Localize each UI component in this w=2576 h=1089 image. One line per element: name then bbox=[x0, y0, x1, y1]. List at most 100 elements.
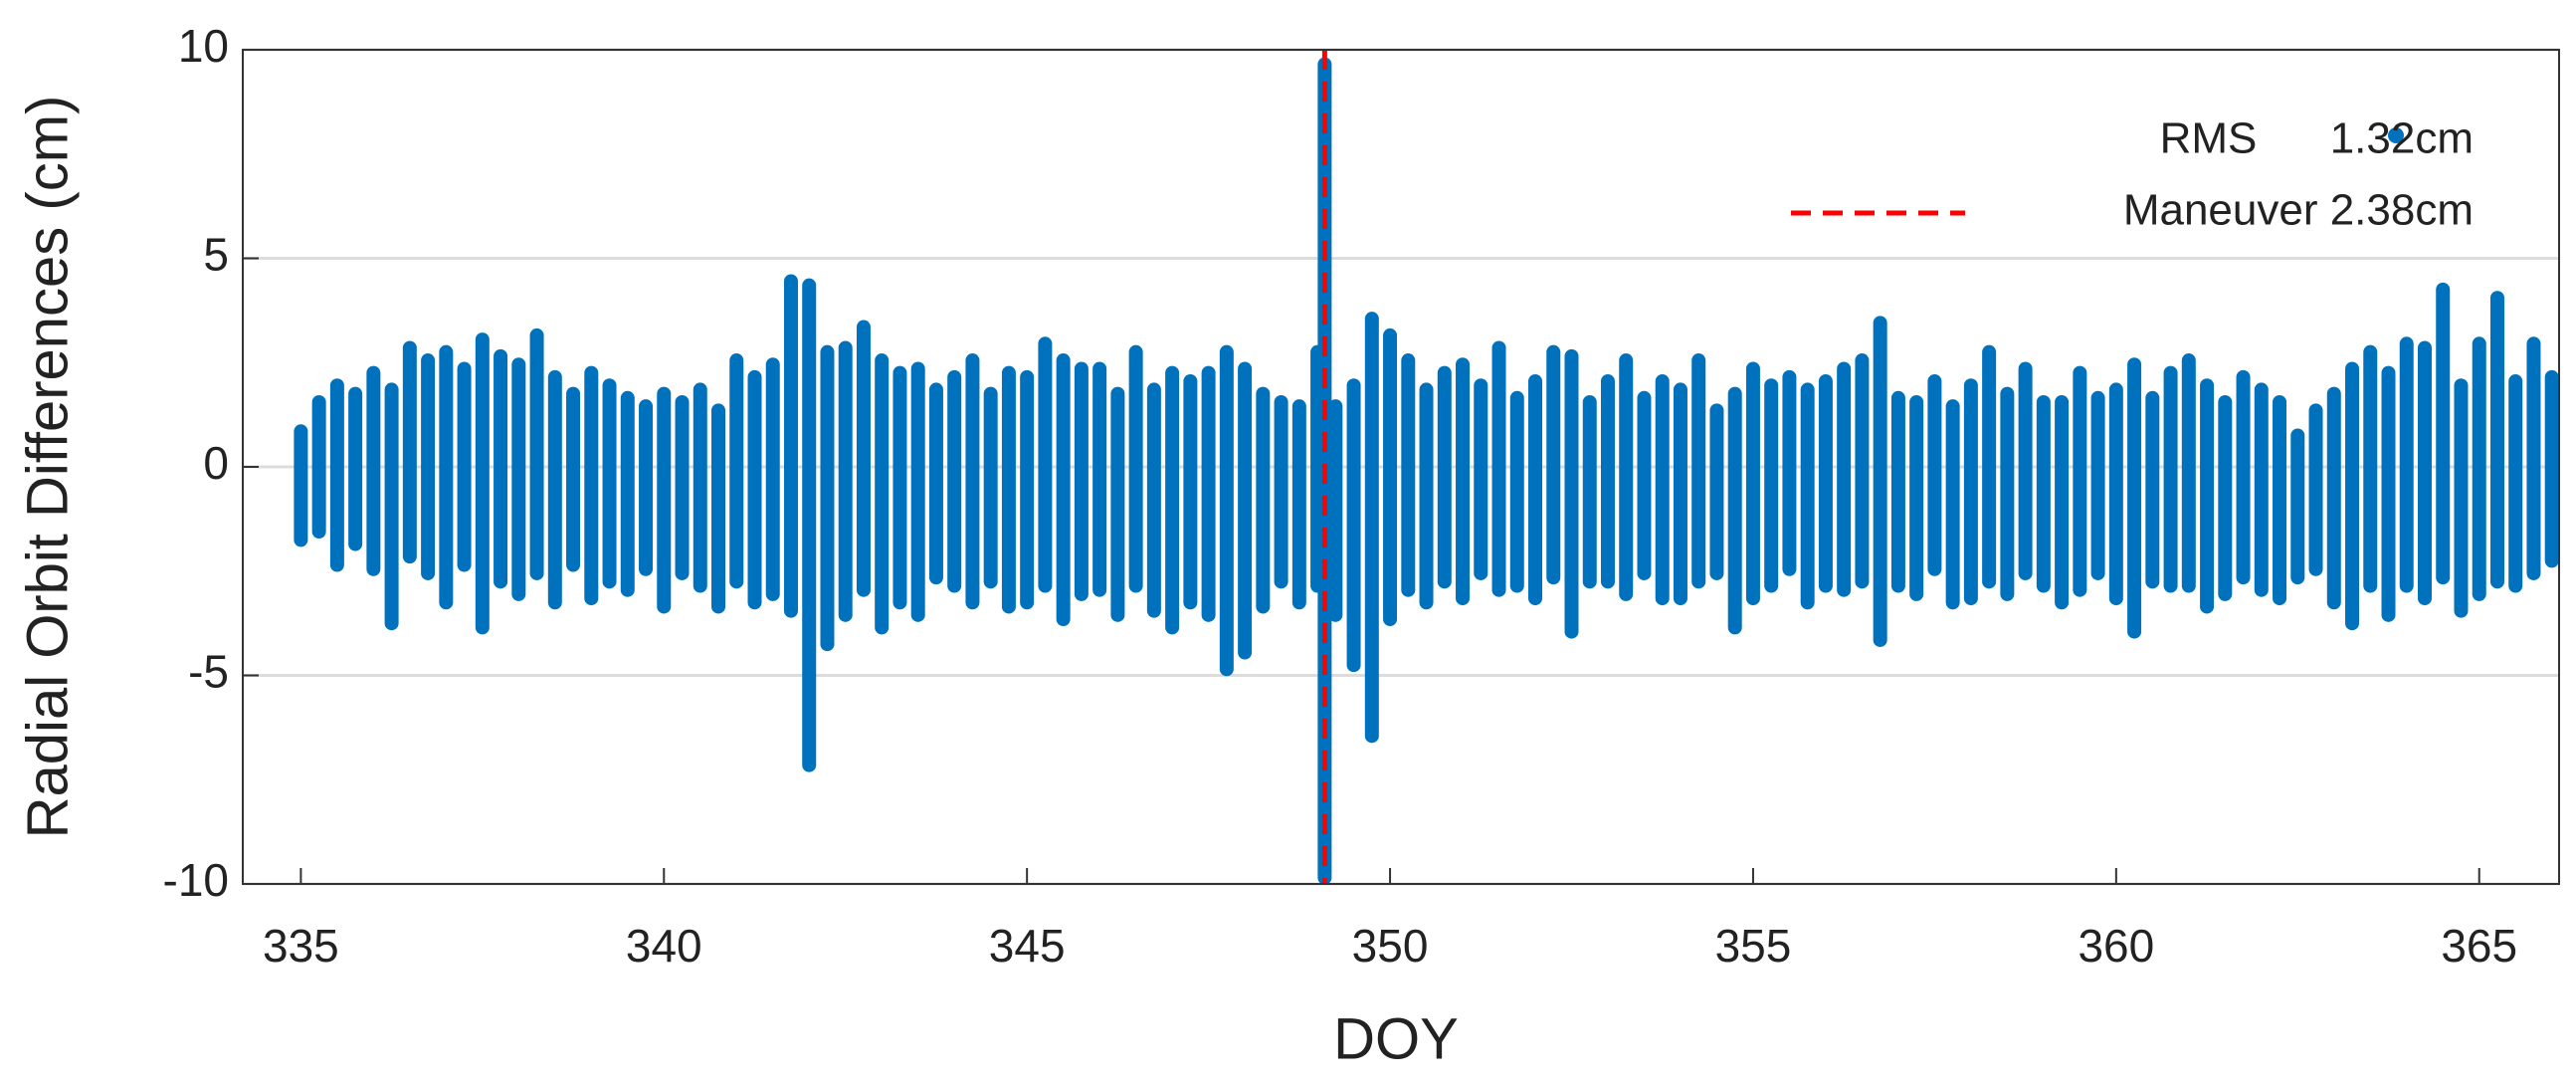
data-range bbox=[2036, 394, 2051, 593]
data-range bbox=[2108, 382, 2123, 606]
data-range bbox=[783, 274, 798, 618]
data-range bbox=[892, 365, 907, 610]
data-range bbox=[2544, 369, 2559, 568]
data-range bbox=[311, 394, 326, 540]
data-range bbox=[928, 382, 943, 585]
data-range bbox=[2436, 282, 2451, 585]
data-range bbox=[1546, 344, 1561, 585]
data-range bbox=[2508, 374, 2523, 593]
data-range bbox=[547, 369, 562, 610]
data-range bbox=[1146, 382, 1161, 618]
data-range bbox=[366, 365, 381, 576]
legend-label: RMS 1.32cm bbox=[2160, 114, 2474, 163]
data-range bbox=[1673, 382, 1687, 606]
data-range bbox=[348, 386, 363, 551]
data-range bbox=[2254, 382, 2269, 597]
data-range bbox=[2345, 361, 2360, 631]
data-range bbox=[511, 357, 526, 601]
data-range bbox=[1401, 353, 1416, 597]
data-range bbox=[675, 394, 690, 580]
data-range bbox=[639, 399, 654, 576]
data-range bbox=[2000, 386, 2015, 601]
y-tick-label: 10 bbox=[178, 20, 229, 72]
data-range bbox=[2218, 394, 2233, 601]
data-range bbox=[2163, 365, 2178, 593]
data-range bbox=[983, 386, 998, 589]
data-range bbox=[1474, 378, 1488, 580]
data-range bbox=[1238, 361, 1253, 660]
x-tick-label: 345 bbox=[989, 920, 1066, 972]
data-range bbox=[1564, 348, 1579, 639]
y-tick-label: -5 bbox=[188, 646, 229, 698]
data-range bbox=[1165, 365, 1180, 635]
data-range bbox=[1637, 390, 1652, 580]
data-range bbox=[947, 369, 962, 593]
data-range bbox=[802, 278, 817, 772]
x-axis-label: DOY bbox=[1333, 1006, 1459, 1071]
data-range bbox=[1328, 399, 1343, 622]
data-range bbox=[1582, 394, 1597, 589]
data-range bbox=[2526, 336, 2541, 580]
data-range bbox=[2273, 394, 2287, 606]
y-axis-label: Radial Orbit Differences (cm) bbox=[15, 96, 80, 839]
data-range bbox=[2073, 365, 2087, 597]
data-range bbox=[747, 369, 762, 610]
data-range bbox=[1600, 374, 1615, 589]
data-range bbox=[1110, 386, 1125, 622]
y-tick-label: 0 bbox=[203, 437, 229, 489]
data-range bbox=[657, 386, 672, 614]
data-range bbox=[494, 348, 508, 589]
data-range bbox=[1963, 378, 1978, 606]
data-range bbox=[1619, 353, 1634, 601]
data-range bbox=[1709, 403, 1724, 580]
data-range bbox=[1056, 353, 1071, 627]
data-range bbox=[820, 344, 835, 652]
data-range bbox=[910, 361, 925, 622]
data-range bbox=[1128, 344, 1143, 593]
data-range bbox=[2417, 340, 2432, 606]
data-range bbox=[1837, 361, 1852, 597]
data-range bbox=[765, 357, 780, 601]
x-tick-label: 360 bbox=[2078, 920, 2154, 972]
data-range bbox=[402, 340, 417, 564]
data-range bbox=[1927, 374, 1942, 576]
y-tick-label: 5 bbox=[203, 229, 229, 281]
data-range bbox=[1727, 386, 1742, 635]
data-range bbox=[2236, 369, 2251, 585]
data-range bbox=[1745, 361, 1760, 606]
x-tick-label: 355 bbox=[1715, 920, 1792, 972]
data-range bbox=[875, 353, 890, 635]
data-range bbox=[1020, 369, 1035, 610]
data-range bbox=[457, 361, 472, 572]
data-range bbox=[1419, 382, 1434, 610]
data-range bbox=[1001, 365, 1016, 614]
data-range bbox=[529, 327, 544, 580]
data-range bbox=[1855, 353, 1870, 589]
data-range bbox=[602, 378, 617, 589]
data-range bbox=[294, 424, 308, 547]
data-range bbox=[566, 386, 581, 572]
data-range bbox=[2454, 378, 2469, 618]
data-range bbox=[693, 382, 707, 593]
data-range bbox=[1219, 344, 1234, 677]
data-range bbox=[2381, 365, 2396, 622]
data-range bbox=[2127, 357, 2142, 639]
data-range bbox=[421, 353, 436, 580]
data-range bbox=[2055, 394, 2070, 610]
data-range bbox=[1800, 382, 1815, 610]
legend-marker bbox=[2388, 127, 2404, 143]
data-range bbox=[965, 353, 980, 610]
data-range bbox=[1890, 390, 1905, 593]
legend-label: Maneuver 2.38cm bbox=[2123, 186, 2474, 235]
data-range bbox=[1945, 399, 1960, 610]
data-range bbox=[2399, 336, 2414, 593]
data-range bbox=[1256, 386, 1271, 614]
data-range bbox=[1528, 374, 1543, 606]
data-range bbox=[1364, 312, 1379, 744]
data-range bbox=[1691, 353, 1706, 589]
data-range bbox=[1092, 361, 1107, 597]
plot-frame bbox=[242, 49, 2560, 885]
data-range bbox=[2200, 378, 2215, 614]
data-range bbox=[2018, 361, 2033, 580]
